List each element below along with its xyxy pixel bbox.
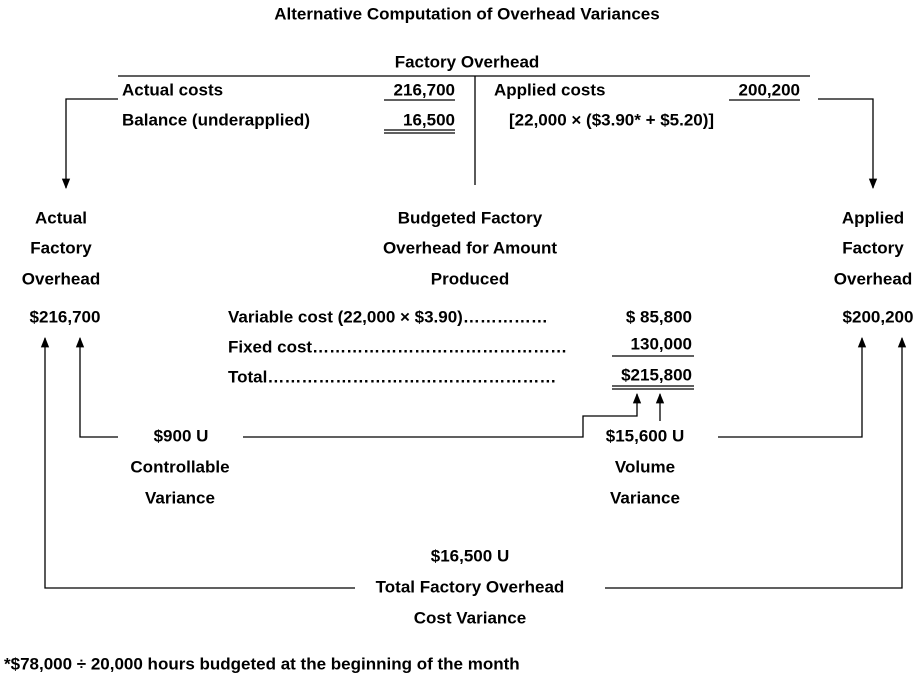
budgeted-label: Budgeted Factory (398, 208, 543, 227)
budget-row-label: Variable cost (22,000 × $3.90)…………… (228, 307, 548, 326)
arrow (605, 336, 907, 589)
applied-amount: $200,200 (843, 307, 914, 326)
arrow (75, 336, 118, 438)
credit-label: [22,000 × ($3.90* + $5.20)] (509, 110, 714, 129)
budget-row-amount: $215,800 (621, 365, 692, 384)
actual-amount: $216,700 (30, 307, 101, 326)
debit-label: Balance (underapplied) (122, 110, 310, 129)
applied-label: Applied (842, 208, 904, 227)
arrow (718, 336, 867, 438)
arrow (243, 392, 642, 438)
budget-row-label: Total…………………………………………… (228, 367, 556, 386)
budget-row-amount: $ 85,800 (626, 307, 692, 326)
applied-label: Overhead (834, 269, 912, 288)
debit-label: Actual costs (122, 80, 223, 99)
actual-label: Overhead (22, 269, 100, 288)
title: Alternative Computation of Overhead Vari… (274, 4, 659, 23)
controllable-amount: $900 U (154, 426, 209, 445)
arrow (61, 98, 118, 190)
credit-label: Applied costs (494, 80, 605, 99)
budgeted-label: Overhead for Amount (383, 238, 557, 257)
total-amount: $16,500 U (431, 546, 509, 565)
footnote: *$78,000 ÷ 20,000 hours budgeted at the … (4, 654, 520, 673)
budgeted-label: Produced (431, 269, 509, 288)
arrow (818, 98, 878, 190)
budget-row-label: Fixed cost……………………………………… (228, 337, 567, 356)
credit-amount: 200,200 (739, 80, 800, 99)
total-label: Cost Variance (414, 608, 526, 627)
budget-row-amount: 130,000 (631, 334, 692, 353)
applied-label: Factory (842, 238, 904, 257)
debit-amount: 216,700 (394, 80, 455, 99)
arrow (40, 336, 355, 589)
volume-label: Variance (610, 488, 680, 507)
debit-amount: 16,500 (403, 110, 455, 129)
total-label: Total Factory Overhead (376, 577, 565, 596)
actual-label: Factory (30, 238, 92, 257)
actual-label: Actual (35, 208, 87, 227)
t-account-title: Factory Overhead (395, 52, 540, 71)
controllable-label: Variance (145, 488, 215, 507)
volume-amount: $15,600 U (606, 426, 684, 445)
volume-label: Volume (615, 457, 675, 476)
controllable-label: Controllable (130, 457, 229, 476)
